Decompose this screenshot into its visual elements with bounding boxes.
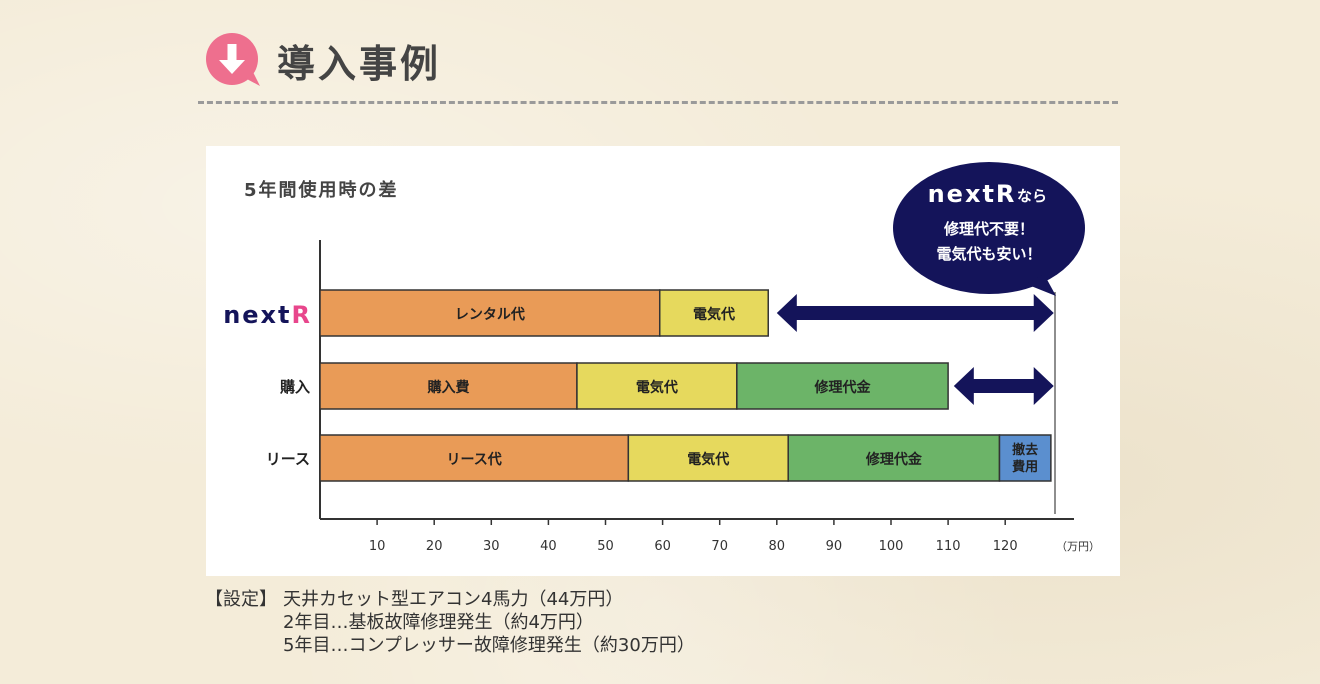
segment-label: 電気代 xyxy=(636,379,678,396)
bar-segment xyxy=(627,434,789,482)
callout-line-2: 電気代も安い！ xyxy=(936,245,1041,263)
bar-segment xyxy=(658,289,769,337)
x-tick-label: 60 xyxy=(654,539,671,554)
notes-label: 【設定】 xyxy=(205,589,277,610)
x-tick-label: 80 xyxy=(769,539,786,554)
segment-label: レンタル代 xyxy=(455,306,525,323)
notes-line-2: 2年目…基板故障修理発生（約4万円） xyxy=(283,612,594,633)
callout-suffix: なら xyxy=(1017,187,1047,205)
settings-notes: 【設定】 天井カセット型エアコン4馬力（44万円） 2年目…基板故障修理発生（約… xyxy=(205,588,695,657)
x-tick-label: 120 xyxy=(993,539,1018,554)
segment-label: 修理代金 xyxy=(813,379,871,396)
notes-line-1: 天井カセット型エアコン4馬力（44万円） xyxy=(283,589,624,610)
callout-tail xyxy=(1026,274,1056,296)
stacked-bar-chart: 10 20 30 40 50 60 70 80 90 100 110 120 （万円）レンタル代 電気代n… xyxy=(223,162,1100,554)
x-axis-unit: （万円） xyxy=(1056,540,1100,553)
segment-label: 修理代金 xyxy=(865,451,923,468)
dashed-divider xyxy=(198,101,1118,104)
x-tick-label: 90 xyxy=(826,539,843,554)
pink-speech-bubble-down-arrow-icon xyxy=(206,33,260,86)
x-tick-label: 70 xyxy=(711,539,728,554)
x-tick-label: 30 xyxy=(483,539,500,554)
x-tick-label: 20 xyxy=(426,539,443,554)
chart-panel: 5年間使用時の差 10 20 30 40 50 60 70 80 90 100 110 120 （万円）… xyxy=(206,146,1120,576)
segment-label: 電気代 xyxy=(687,451,729,468)
callout-bubble xyxy=(893,162,1085,294)
row-label: リース xyxy=(266,450,310,468)
page-title: 導入事例 xyxy=(277,41,442,86)
x-tick-label: 10 xyxy=(369,539,386,554)
bar-segment xyxy=(319,434,630,482)
x-tick-label: 110 xyxy=(936,539,961,554)
x-tick-label: 100 xyxy=(879,539,904,554)
bar-segment xyxy=(736,362,949,410)
callout-brand: nextR xyxy=(928,180,1017,208)
callout-line-1: 修理代不要！ xyxy=(943,220,1034,238)
difference-arrow xyxy=(953,367,1054,405)
difference-arrow xyxy=(776,294,1054,332)
segment-label: リース代 xyxy=(447,451,502,468)
row-label: nextR xyxy=(223,301,312,329)
notes-line-3: 5年目…コンプレッサー故障修理発生（約30万円） xyxy=(283,635,695,656)
section-heading: 導入事例 xyxy=(205,30,441,90)
chart-title: 5年間使用時の差 xyxy=(244,180,399,201)
segment-label: 撤去費用 xyxy=(1012,442,1038,475)
x-tick-label: 50 xyxy=(597,539,614,554)
bar-segment xyxy=(998,434,1052,482)
x-tick-label: 40 xyxy=(540,539,557,554)
segment-label: 購入費 xyxy=(426,379,469,396)
row-label: 購入 xyxy=(279,378,310,396)
segment-label: 電気代 xyxy=(693,306,735,323)
